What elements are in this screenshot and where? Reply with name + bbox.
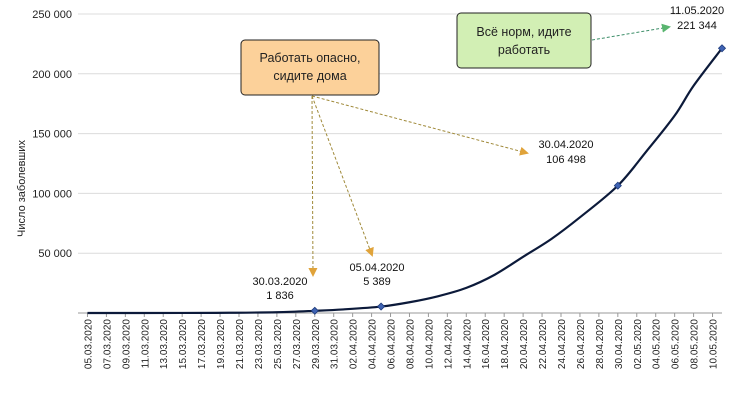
x-tick-label: 02.05.2020 bbox=[633, 319, 644, 369]
callout-text-line: Работать опасно, bbox=[260, 51, 361, 65]
data-point-value: 221 344 bbox=[677, 20, 717, 32]
data-point-date: 05.04.2020 bbox=[349, 262, 404, 274]
series-layer bbox=[87, 47, 723, 315]
data-point-date: 30.04.2020 bbox=[538, 139, 593, 151]
data-point-value: 5 389 bbox=[363, 276, 391, 288]
x-tick-label: 18.04.2020 bbox=[500, 319, 511, 369]
x-tick-label: 21.03.2020 bbox=[235, 319, 246, 369]
x-tick-label: 09.03.2020 bbox=[121, 319, 132, 369]
callout-box-danger bbox=[240, 39, 380, 96]
series-line bbox=[87, 47, 723, 315]
data-point-marker bbox=[310, 306, 319, 315]
callout-arrow bbox=[591, 23, 671, 41]
x-tick-label: 22.04.2020 bbox=[538, 319, 549, 369]
callout-text-line: работать bbox=[498, 43, 550, 57]
data-point-date: 11.05.2020 bbox=[670, 5, 724, 17]
data-point-value: 106 498 bbox=[546, 154, 586, 166]
callout-box-safe bbox=[456, 12, 592, 69]
data-point-marker bbox=[613, 181, 622, 190]
x-tick-label: 19.03.2020 bbox=[216, 319, 227, 369]
x-tick-label: 26.04.2020 bbox=[576, 319, 587, 369]
callout-arrow bbox=[311, 95, 374, 257]
callout-arrow bbox=[311, 95, 529, 156]
data-point-value: 1 836 bbox=[266, 290, 294, 302]
x-tick-label: 20.04.2020 bbox=[519, 319, 530, 369]
x-tick-label: 23.03.2020 bbox=[254, 319, 265, 369]
x-tick-label: 08.05.2020 bbox=[690, 319, 701, 369]
x-tick-label: 06.04.2020 bbox=[387, 319, 398, 369]
x-tick-label: 04.05.2020 bbox=[652, 319, 663, 369]
x-tick-label: 25.03.2020 bbox=[273, 319, 284, 369]
callout-text-line: Всё норм, идите bbox=[476, 25, 571, 39]
data-point-marker bbox=[717, 44, 727, 53]
x-tick-label: 29.03.2020 bbox=[311, 319, 322, 369]
y-axis-ticks: 50 000 100 000 150 000 200 000 250 000 bbox=[32, 9, 72, 260]
x-tick-label: 10.04.2020 bbox=[424, 319, 435, 369]
x-tick-label: 15.03.2020 bbox=[178, 319, 189, 369]
x-tick-label: 14.04.2020 bbox=[462, 319, 473, 369]
x-tick-label: 12.04.2020 bbox=[443, 319, 454, 369]
y-tick-label: 150 000 bbox=[32, 129, 72, 141]
x-tick-label: 11.03.2020 bbox=[140, 319, 151, 369]
x-tick-label: 31.03.2020 bbox=[330, 319, 341, 369]
callout-text-line: сидите дома bbox=[273, 69, 346, 83]
x-tick-label: 24.04.2020 bbox=[557, 319, 568, 369]
x-tick-label: 06.05.2020 bbox=[671, 319, 682, 369]
y-tick-label: 250 000 bbox=[32, 9, 72, 21]
y-tick-label: 200 000 bbox=[32, 69, 72, 81]
x-tick-label: 05.03.2020 bbox=[83, 319, 94, 369]
highlighted-points: 30.03.2020 1 836 05.04.2020 5 389 30.04.2020… bbox=[252, 5, 727, 315]
x-tick-label: 13.03.2020 bbox=[159, 319, 170, 369]
x-tick-label: 28.04.2020 bbox=[595, 319, 606, 369]
data-point-marker bbox=[376, 302, 386, 311]
x-tick-label: 10.05.2020 bbox=[709, 319, 720, 369]
y-axis-label: Число заболевших bbox=[16, 140, 28, 237]
callout-arrow bbox=[308, 95, 318, 277]
x-tick-label: 30.04.2020 bbox=[614, 319, 625, 369]
x-tick-label: 17.03.2020 bbox=[197, 319, 208, 369]
x-axis-ticks: 05.03.2020 07.03.2020 09.03.2020 11.03.2020… bbox=[83, 313, 720, 369]
x-tick-label: 04.04.2020 bbox=[368, 319, 379, 369]
data-point-date: 30.03.2020 bbox=[252, 276, 307, 288]
y-tick-label: 100 000 bbox=[32, 188, 72, 200]
x-tick-label: 08.04.2020 bbox=[405, 319, 416, 369]
x-tick-label: 02.04.2020 bbox=[349, 319, 360, 369]
y-tick-label: 50 000 bbox=[38, 248, 72, 260]
x-tick-label: 27.03.2020 bbox=[292, 319, 303, 369]
x-tick-label: 16.04.2020 bbox=[481, 319, 492, 369]
callouts: Работать опасно, сидите дома Всё норм, иди… bbox=[240, 12, 671, 277]
x-tick-label: 07.03.2020 bbox=[102, 319, 113, 369]
